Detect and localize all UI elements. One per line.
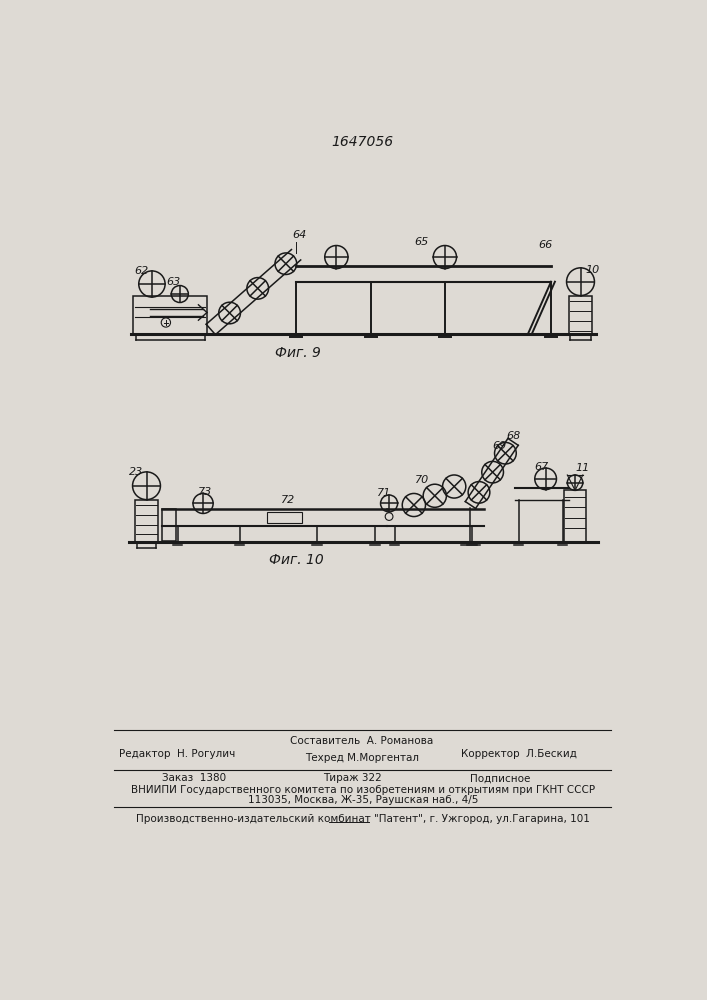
Text: 64: 64 — [292, 231, 306, 240]
Text: Составитель  А. Романова: Составитель А. Романова — [291, 736, 433, 746]
Text: Фиг. 9: Фиг. 9 — [275, 346, 320, 360]
Text: Заказ  1380: Заказ 1380 — [162, 773, 226, 783]
Text: 62: 62 — [134, 266, 148, 276]
Text: 67: 67 — [534, 462, 549, 472]
Bar — [569, 296, 592, 334]
Text: Производственно-издательский комбинат "Патент", г. Ужгород, ул.Гагарина, 101: Производственно-издательский комбинат "П… — [136, 814, 590, 824]
Text: 11: 11 — [575, 463, 590, 473]
Text: 1647056: 1647056 — [332, 135, 394, 149]
Text: Корректор  Л.Бескид: Корректор Л.Бескид — [460, 749, 576, 759]
Text: 65: 65 — [414, 237, 428, 247]
Text: Тираж 322: Тираж 322 — [323, 773, 382, 783]
Text: 10: 10 — [585, 265, 600, 275]
Text: 66: 66 — [539, 240, 553, 250]
Text: ВНИИПИ Государственного комитета по изобретениям и открытиям при ГКНТ СССР: ВНИИПИ Государственного комитета по изоб… — [131, 785, 595, 795]
Bar — [134, 296, 207, 334]
Bar — [564, 490, 586, 542]
Text: 72: 72 — [281, 495, 296, 505]
Text: Техред М.Моргентал: Техред М.Моргентал — [305, 753, 419, 763]
Bar — [267, 512, 301, 523]
Text: 23: 23 — [129, 467, 144, 477]
Text: 69: 69 — [492, 441, 506, 451]
Text: 71: 71 — [378, 488, 392, 498]
Text: 73: 73 — [197, 487, 212, 497]
Bar — [135, 500, 158, 542]
Text: 113035, Москва, Ж-35, Раушская наб., 4/5: 113035, Москва, Ж-35, Раушская наб., 4/5 — [247, 795, 478, 805]
Bar — [162, 509, 176, 541]
Text: 70: 70 — [414, 475, 428, 485]
Text: Фиг. 10: Фиг. 10 — [269, 553, 323, 567]
Text: Редактор  Н. Рогулич: Редактор Н. Рогулич — [119, 749, 235, 759]
Text: Подписное: Подписное — [470, 773, 531, 783]
Text: 63: 63 — [167, 277, 181, 287]
Text: 68: 68 — [506, 431, 520, 441]
